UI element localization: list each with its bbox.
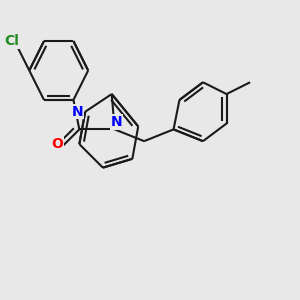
Text: N: N [110,115,122,129]
Text: Cl: Cl [4,34,19,48]
Text: N: N [72,105,84,119]
Text: O: O [51,137,63,151]
